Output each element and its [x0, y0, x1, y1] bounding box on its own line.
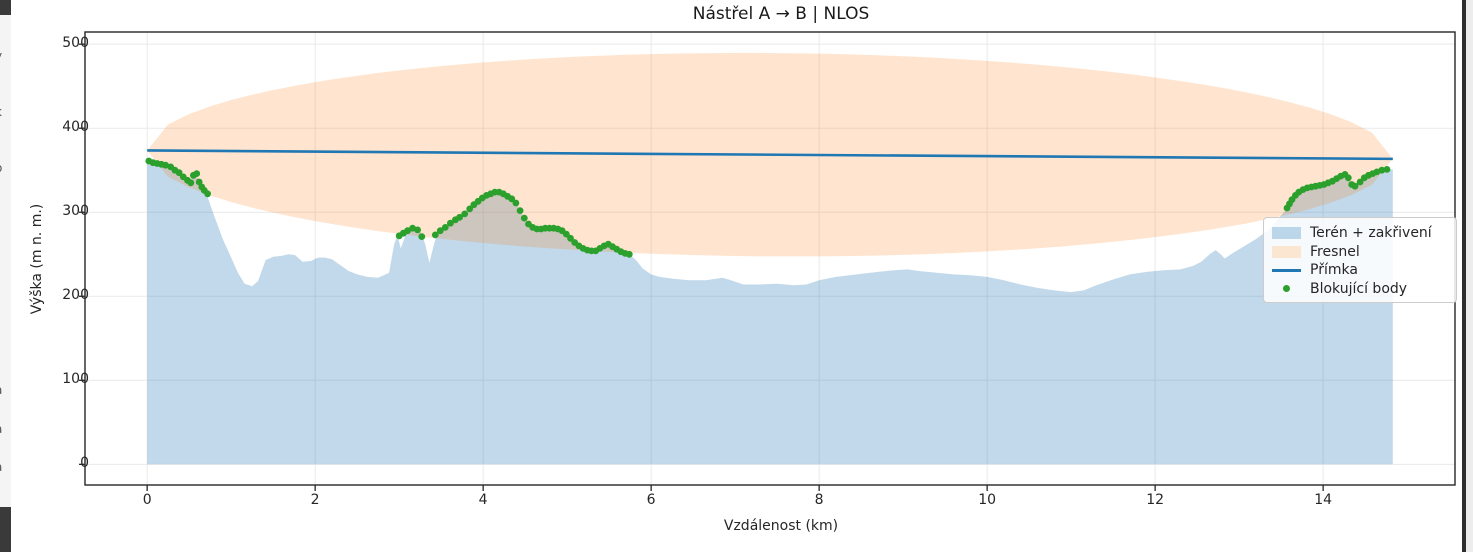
blocking-point	[441, 224, 449, 231]
background-window-text-fragment: r	[0, 214, 9, 226]
y-tick-label: 400	[62, 119, 89, 136]
sight-line-icon	[1272, 268, 1301, 272]
background-window-strip: y k o r: l \ a a a l	[0, 0, 11, 552]
blocking-point	[625, 250, 633, 258]
window-right-border	[1462, 0, 1466, 552]
legend-item-fresnel: Fresnel	[1272, 243, 1448, 261]
blocking-point	[567, 234, 574, 242]
background-window-dark-corner-top	[0, 0, 11, 15]
blocking-point	[1383, 166, 1391, 173]
y-tick-label: 500	[62, 35, 89, 52]
chart-title: Nástřel A → B | NLOS	[692, 4, 870, 24]
y-tick-label: 0	[80, 455, 89, 472]
blocking-point	[1378, 166, 1386, 174]
x-tick-label: 2	[310, 492, 320, 508]
blocking-point	[508, 195, 516, 203]
background-window-text-fragment: l	[0, 300, 9, 312]
window-right-gutter	[1466, 0, 1473, 552]
blocking-point	[461, 210, 469, 218]
x-tick-label: 12	[1146, 492, 1165, 508]
blocking-point	[193, 170, 201, 178]
background-window-text-fragment: o	[0, 162, 9, 174]
blocking-point	[466, 205, 474, 213]
blocking-point	[414, 226, 421, 234]
y-tick-label: 200	[62, 287, 89, 304]
blocking-point	[187, 179, 195, 187]
background-window-text-fragment: k	[0, 106, 9, 118]
legend-item-blockers: Blokující body	[1272, 280, 1448, 298]
blocking-point	[512, 199, 520, 207]
x-tick-label: 8	[814, 492, 824, 508]
blocking-point	[418, 233, 426, 241]
x-tick-label: 10	[978, 492, 997, 508]
blocking-point	[1356, 178, 1364, 186]
blocking-point	[562, 230, 570, 238]
terrain-area	[147, 160, 1393, 465]
background-window-text-fragment: \	[0, 342, 9, 354]
sight-line	[147, 149, 1393, 161]
background-window-text-fragment: :	[0, 259, 9, 271]
background-window-text-fragment: a	[0, 384, 9, 396]
blocking-point	[195, 178, 203, 186]
blocking-point	[1344, 174, 1352, 182]
legend-item-terrain: Terén + zakřivení	[1272, 224, 1448, 242]
blocker-dot-icon	[1272, 285, 1301, 293]
blocking-point	[204, 190, 212, 198]
x-axis-label: Vzdálenost (km)	[723, 518, 839, 534]
legend-item-line: Přímka	[1272, 261, 1448, 279]
y-axis-label: Výška (m n. m.)	[29, 203, 45, 315]
legend: Terén + zakřivení Fresnel Přímka Blokují…	[1263, 217, 1457, 303]
x-tick-label: 0	[142, 492, 152, 508]
background-window-dark-corner-bottom	[0, 507, 11, 552]
plot-canvas	[79, 31, 1456, 491]
fresnel-patch-icon	[1272, 245, 1301, 258]
y-tick-label: 100	[62, 371, 89, 388]
background-window-text-fragment: l	[0, 500, 9, 512]
blocking-point	[175, 169, 183, 177]
x-tick-label: 4	[478, 492, 488, 508]
background-window-text-fragment: y	[0, 50, 9, 62]
blocking-point	[1351, 182, 1359, 190]
background-window-text-fragment: a	[0, 461, 9, 473]
x-tick-label: 14	[1314, 492, 1333, 508]
blocking-point	[516, 207, 524, 215]
blocking-point	[447, 219, 454, 227]
blocking-point	[431, 231, 439, 239]
background-window-text-fragment: a	[0, 423, 9, 435]
y-tick-label: 300	[62, 203, 89, 220]
x-tick-label: 6	[646, 492, 656, 508]
terrain-patch-icon	[1272, 227, 1301, 239]
blocking-point	[436, 227, 444, 235]
blocking-point	[520, 214, 528, 222]
blocking-point	[456, 213, 463, 221]
chart-figure: Nástřel A → B | NLOS Vzdálenost (km) Výš…	[11, 0, 1462, 552]
